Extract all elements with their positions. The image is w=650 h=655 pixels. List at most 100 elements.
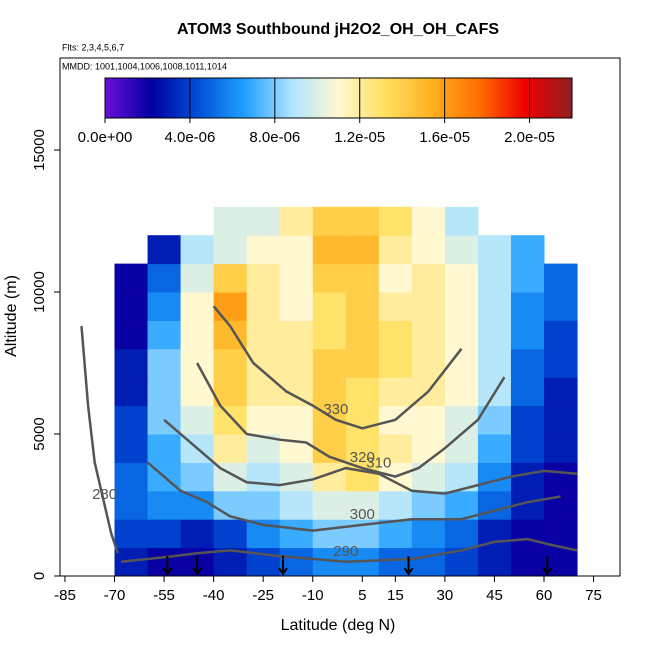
heat-cell bbox=[378, 292, 413, 321]
colorbar-tick-label: 8.0e-06 bbox=[249, 129, 300, 146]
heat-cell bbox=[411, 547, 446, 577]
heat-cell bbox=[246, 462, 281, 492]
heat-cell bbox=[510, 377, 545, 407]
heat-cell bbox=[213, 434, 248, 463]
heat-cell bbox=[114, 292, 149, 321]
heat-cell bbox=[477, 348, 512, 378]
heat-cell bbox=[246, 490, 281, 520]
heat-cell bbox=[510, 405, 545, 435]
heat-cell bbox=[246, 235, 281, 265]
flight-marker bbox=[162, 556, 173, 576]
heat-cell bbox=[114, 320, 149, 350]
contour-label: 280 bbox=[92, 486, 117, 503]
contour-line bbox=[163, 418, 578, 495]
heat-cell bbox=[312, 320, 347, 350]
heat-cell bbox=[213, 206, 248, 236]
heat-cell bbox=[477, 490, 512, 520]
colorbar bbox=[104, 77, 573, 119]
heat-cell bbox=[180, 490, 215, 520]
x-tick-label: 15 bbox=[387, 587, 404, 604]
contour-label: 330 bbox=[323, 401, 348, 418]
heat-cell bbox=[279, 519, 314, 549]
heat-cell bbox=[147, 547, 182, 577]
colorbar-tick-label: 4.0e-06 bbox=[164, 129, 215, 146]
heat-cell bbox=[147, 348, 182, 378]
heat-cell bbox=[147, 519, 182, 549]
colorbar-tick-label: 1.2e-05 bbox=[334, 129, 385, 146]
y-axis-label: Altitude (m) bbox=[3, 275, 20, 357]
heat-cell bbox=[246, 206, 281, 236]
contour-line bbox=[212, 305, 463, 430]
x-tick-label: 30 bbox=[437, 587, 454, 604]
heat-cell bbox=[444, 377, 479, 407]
heat-cell bbox=[411, 292, 446, 321]
heat-cell bbox=[147, 434, 182, 463]
flight-marker bbox=[192, 556, 202, 576]
x-tick-label: -25 bbox=[252, 587, 274, 604]
heat-cell bbox=[180, 519, 215, 549]
heat-cell bbox=[147, 292, 182, 321]
heat-cell bbox=[510, 348, 545, 378]
heat-cell bbox=[279, 235, 314, 265]
flight-marker bbox=[403, 556, 414, 576]
heat-cell bbox=[213, 348, 248, 378]
contour-label: 310 bbox=[366, 455, 391, 472]
heat-cell bbox=[510, 320, 545, 350]
heat-cell bbox=[180, 263, 215, 293]
heat-cell bbox=[411, 434, 446, 463]
y-tick-label: 5000 bbox=[31, 417, 48, 450]
chart-title: ATOM3 Southbound jH2O2_OH_OH_CAFS bbox=[177, 21, 499, 38]
heat-cell bbox=[444, 405, 479, 435]
heat-cell bbox=[477, 235, 512, 265]
heat-cell bbox=[213, 235, 248, 265]
heat-cell bbox=[147, 320, 182, 350]
heat-cell bbox=[114, 547, 149, 577]
heat-cell bbox=[411, 348, 446, 378]
colorbar-tick-label: 0.0e+00 bbox=[78, 129, 133, 146]
heat-cell bbox=[312, 235, 347, 265]
heat-cell bbox=[477, 292, 512, 321]
heat-cell bbox=[544, 292, 578, 321]
heat-cell bbox=[345, 235, 380, 265]
heat-cell bbox=[411, 320, 446, 350]
heat-cell bbox=[147, 263, 182, 293]
heat-cell bbox=[114, 377, 149, 407]
heat-cell bbox=[114, 490, 149, 520]
heat-cell bbox=[444, 519, 479, 549]
x-tick-label: 60 bbox=[536, 587, 553, 604]
plot-frame bbox=[59, 57, 621, 577]
x-tick-label: 5 bbox=[358, 587, 366, 604]
heat-cell bbox=[279, 434, 314, 463]
heat-cell bbox=[180, 235, 215, 265]
x-tick-label: -10 bbox=[302, 587, 324, 604]
x-tick-label: -70 bbox=[104, 587, 126, 604]
heat-cell bbox=[312, 263, 347, 293]
heat-cell bbox=[411, 206, 446, 236]
heat-cell bbox=[312, 292, 347, 321]
heat-cell bbox=[378, 377, 413, 407]
heat-cell bbox=[246, 405, 281, 435]
heat-cell bbox=[378, 434, 413, 463]
flight-marker bbox=[278, 556, 288, 576]
x-tick-label: 75 bbox=[585, 587, 602, 604]
heat-cell bbox=[544, 490, 578, 520]
contour-line bbox=[196, 362, 506, 478]
flight-marker bbox=[542, 556, 553, 576]
heat-cell bbox=[312, 519, 347, 549]
heat-cell bbox=[411, 490, 446, 520]
heat-cell bbox=[544, 462, 578, 492]
heat-cell bbox=[444, 320, 479, 350]
heat-cell bbox=[180, 320, 215, 350]
heat-cell bbox=[378, 320, 413, 350]
contour-line bbox=[146, 461, 561, 532]
heat-cell bbox=[544, 434, 578, 463]
heat-cell bbox=[246, 292, 281, 321]
heat-cell bbox=[411, 405, 446, 435]
heat-cell bbox=[279, 292, 314, 321]
heat-cell bbox=[378, 519, 413, 549]
heat-cell bbox=[345, 405, 380, 435]
heat-cell bbox=[279, 206, 314, 236]
heat-cell bbox=[477, 434, 512, 463]
heat-cell bbox=[544, 263, 578, 293]
